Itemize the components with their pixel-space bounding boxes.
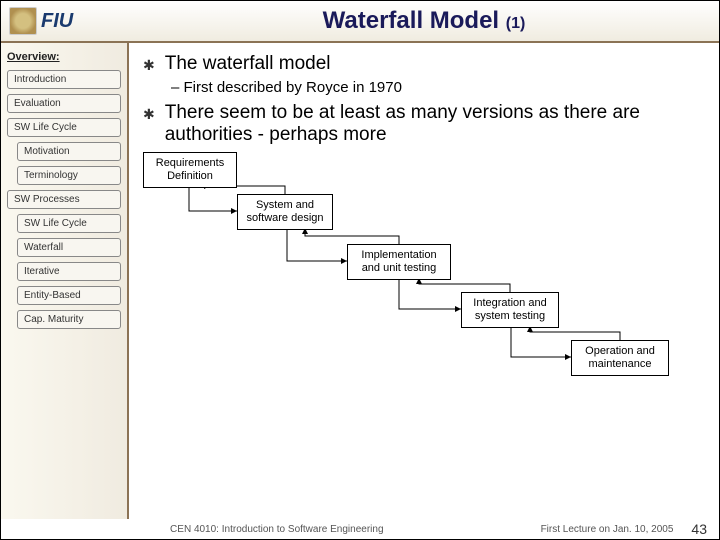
content-area: ✱ The waterfall model – First described by…	[129, 43, 719, 519]
slide: FIU Waterfall Model (1) Overview: Introd…	[0, 0, 720, 540]
logo-text: FIU	[41, 10, 73, 33]
bullet-1: ✱ There seem to be at least as many versi…	[143, 102, 705, 146]
diagram-box-b3: Implementation and unit testing	[347, 244, 451, 280]
sidebar-item-sw-processes[interactable]: SW Processes	[7, 190, 121, 209]
sidebar-item-evaluation[interactable]: Evaluation	[7, 94, 121, 113]
diagram-box-b5: Operation and maintenance	[571, 340, 669, 376]
sidebar-item-terminology[interactable]: Terminology	[17, 166, 121, 185]
page-number: 43	[691, 521, 707, 537]
slide-title: Waterfall Model (1)	[129, 7, 719, 35]
sidebar-item-entity-based[interactable]: Entity-Based	[17, 286, 121, 305]
title-main: Waterfall Model	[323, 7, 499, 34]
diagram-box-b2: System and software design	[237, 194, 333, 230]
sidebar-item-cap-maturity[interactable]: Cap. Maturity	[17, 310, 121, 329]
sidebar: Overview: Introduction Evaluation SW Life …	[1, 43, 129, 519]
logo-seal-icon	[9, 7, 37, 35]
logo: FIU	[9, 2, 129, 40]
sub-bullet: – First described by Royce in 1970	[171, 79, 705, 96]
bullet-text: There seem to be at least as many versio…	[165, 102, 705, 146]
bullet-star-icon: ✱	[143, 106, 155, 123]
sidebar-item-sw-life-cycle[interactable]: SW Life Cycle	[17, 214, 121, 233]
diagram-box-b1: Requirements Definition	[143, 152, 237, 188]
sidebar-item-introduction[interactable]: Introduction	[7, 70, 121, 89]
footer-date: First Lecture on Jan. 10, 2005	[541, 524, 674, 535]
header: FIU Waterfall Model (1)	[1, 1, 719, 43]
bullet-text: The waterfall model	[165, 53, 331, 75]
sidebar-item-sw-life-cycle[interactable]: SW Life Cycle	[7, 118, 121, 137]
sidebar-item-waterfall[interactable]: Waterfall	[17, 238, 121, 257]
footer-course: CEN 4010: Introduction to Software Engin…	[13, 524, 541, 535]
footer: CEN 4010: Introduction to Software Engin…	[1, 519, 719, 539]
waterfall-diagram: Requirements DefinitionSystem and softwa…	[143, 152, 703, 432]
diagram-box-b4: Integration and system testing	[461, 292, 559, 328]
slide-body: Overview: Introduction Evaluation SW Life …	[1, 43, 719, 519]
diagram-arrows	[143, 152, 703, 432]
title-suffix: (1)	[506, 15, 526, 32]
sidebar-heading: Overview:	[7, 51, 121, 63]
bullet-0: ✱ The waterfall model	[143, 53, 705, 75]
bullet-star-icon: ✱	[143, 57, 155, 74]
sidebar-item-iterative[interactable]: Iterative	[17, 262, 121, 281]
sidebar-item-motivation[interactable]: Motivation	[17, 142, 121, 161]
